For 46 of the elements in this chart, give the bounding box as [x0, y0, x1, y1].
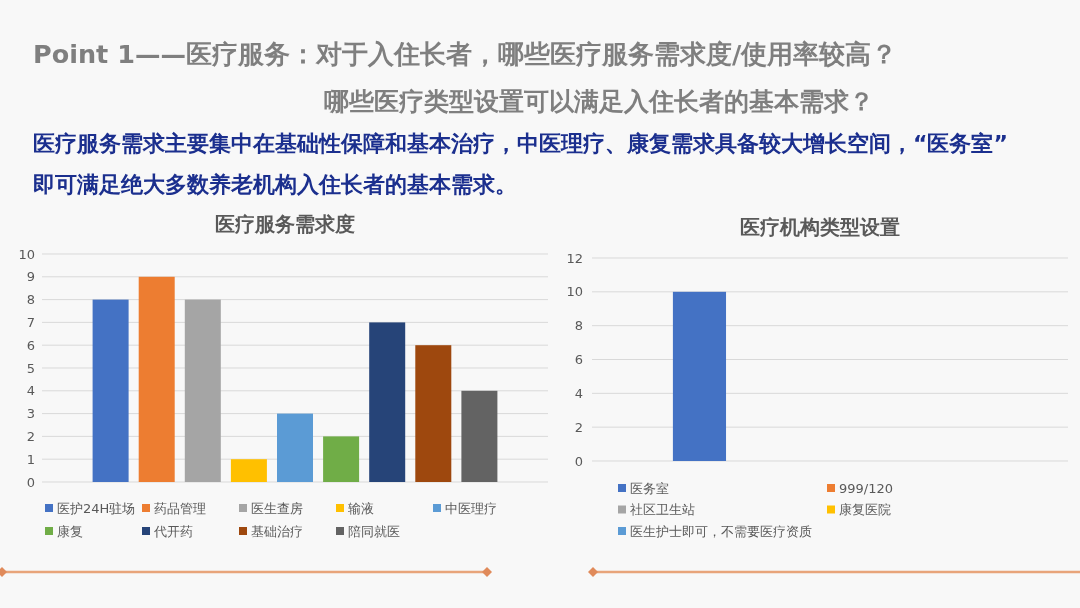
legend-label: 医生查房 — [251, 500, 303, 516]
y-tick-label: 2 — [574, 419, 583, 435]
y-tick-label: 12 — [566, 250, 583, 266]
bar — [277, 413, 313, 482]
y-tick-label: 10 — [18, 246, 35, 262]
legend-label: 药品管理 — [154, 500, 206, 516]
y-tick-label: 7 — [26, 314, 35, 330]
legend-label: 中医理疗 — [445, 500, 497, 516]
legend-label: 康复 — [57, 523, 83, 539]
text: 哪些医疗类型设置可以满足入住长者的基本需求？ — [324, 87, 874, 116]
legend-label: 康复医院 — [839, 502, 891, 518]
y-tick-label: 6 — [26, 337, 35, 353]
y-tick-label: 4 — [26, 383, 35, 399]
chart-title: 医疗服务需求度 — [215, 212, 355, 236]
bar — [461, 390, 498, 482]
y-tick-label: 6 — [574, 352, 583, 368]
y-tick-label: 10 — [566, 284, 583, 300]
y-tick-label: 4 — [574, 385, 583, 401]
text: 医疗服务需求主要集中在基础性保障和基本治疗，中医理疗、康复需求具备较大增长空间，“医务室”即可满足绝大多数养老机构入住长者的基本需求。 — [33, 131, 1008, 197]
legend-label: 医务室 — [630, 480, 669, 496]
legend-label: 代开药 — [153, 523, 193, 539]
legend-label: 社区卫生站 — [630, 502, 695, 518]
legend-label: 医护24H驻场 — [57, 500, 136, 516]
legend-label: 医生护士即可，不需要医疗资质 — [630, 523, 812, 539]
legend-label: 999/120 — [839, 480, 894, 496]
legend-label: 基础治疗 — [251, 523, 303, 539]
y-tick-label: 5 — [26, 360, 35, 376]
legend-label: 输液 — [348, 500, 374, 516]
y-tick-label: 1 — [26, 451, 35, 467]
bar — [323, 436, 360, 482]
bar — [230, 459, 267, 482]
y-tick-label: 3 — [26, 406, 35, 422]
bar — [138, 276, 175, 482]
y-tick-label: 9 — [26, 269, 35, 285]
y-tick-label: 0 — [574, 453, 583, 469]
chart-title: 医疗机构类型设置 — [740, 215, 900, 239]
y-tick-label: 8 — [26, 292, 35, 308]
bar — [184, 299, 221, 482]
y-tick-label: 0 — [26, 474, 35, 490]
y-tick-label: 8 — [574, 318, 583, 334]
bar — [92, 299, 129, 482]
bar — [369, 322, 406, 482]
bar — [415, 345, 452, 482]
legend-label: 陪同就医 — [348, 523, 400, 539]
text: Point 1——医疗服务：对于入住长者，哪些医疗服务需求度/使用率较高？ — [33, 39, 898, 69]
y-tick-label: 2 — [26, 428, 35, 444]
